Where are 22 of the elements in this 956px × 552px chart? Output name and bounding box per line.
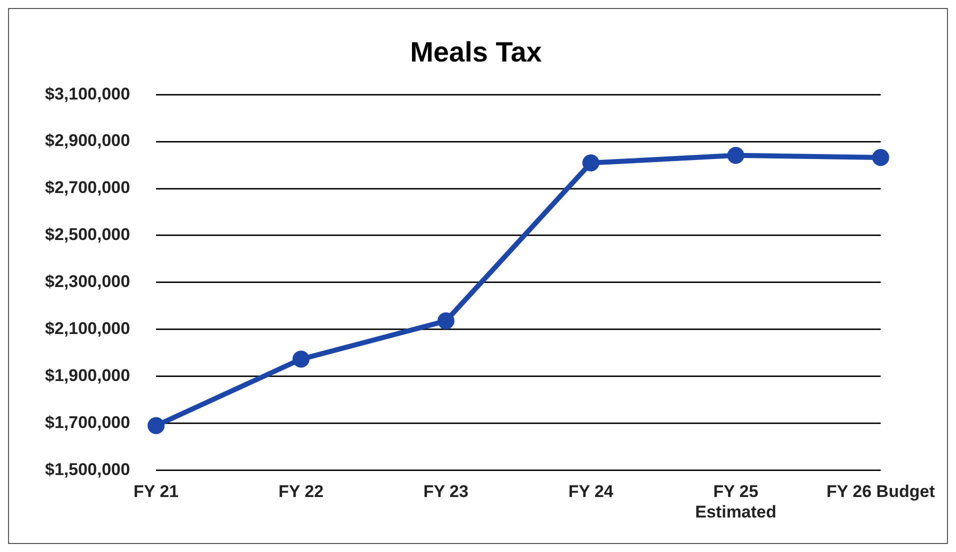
y-tick-label: $2,900,000 bbox=[44, 131, 130, 150]
point bbox=[292, 350, 310, 368]
point bbox=[582, 154, 600, 172]
point bbox=[727, 146, 744, 164]
chart-title: Meals Tax bbox=[410, 36, 542, 68]
x-tick-label: FY 21 bbox=[134, 482, 179, 502]
y-tick-label: $3,100,000 bbox=[44, 84, 130, 104]
x-tick-label: FY 22 bbox=[278, 482, 324, 502]
y-tick-label: $2,100,000 bbox=[44, 319, 130, 338]
y-tick-label: $2,500,000 bbox=[44, 225, 130, 244]
y-tick-label: $1,700,000 bbox=[44, 412, 130, 432]
point bbox=[148, 417, 165, 434]
point bbox=[437, 312, 454, 330]
y-tick-label: $1,500,000 bbox=[44, 460, 130, 479]
y-tick-label: $2,300,000 bbox=[44, 272, 130, 292]
x-tick-label: FY 25 Estimated bbox=[695, 482, 776, 522]
x-tick-label: FY 26 Budget bbox=[826, 482, 936, 502]
y-tick-label: $2,700,000 bbox=[44, 178, 130, 198]
x-tick-label: FY 23 bbox=[423, 482, 468, 502]
point bbox=[872, 149, 890, 166]
x-tick-label: FY 24 bbox=[568, 482, 614, 502]
y-tick-label: $1,900,000 bbox=[44, 366, 130, 385]
